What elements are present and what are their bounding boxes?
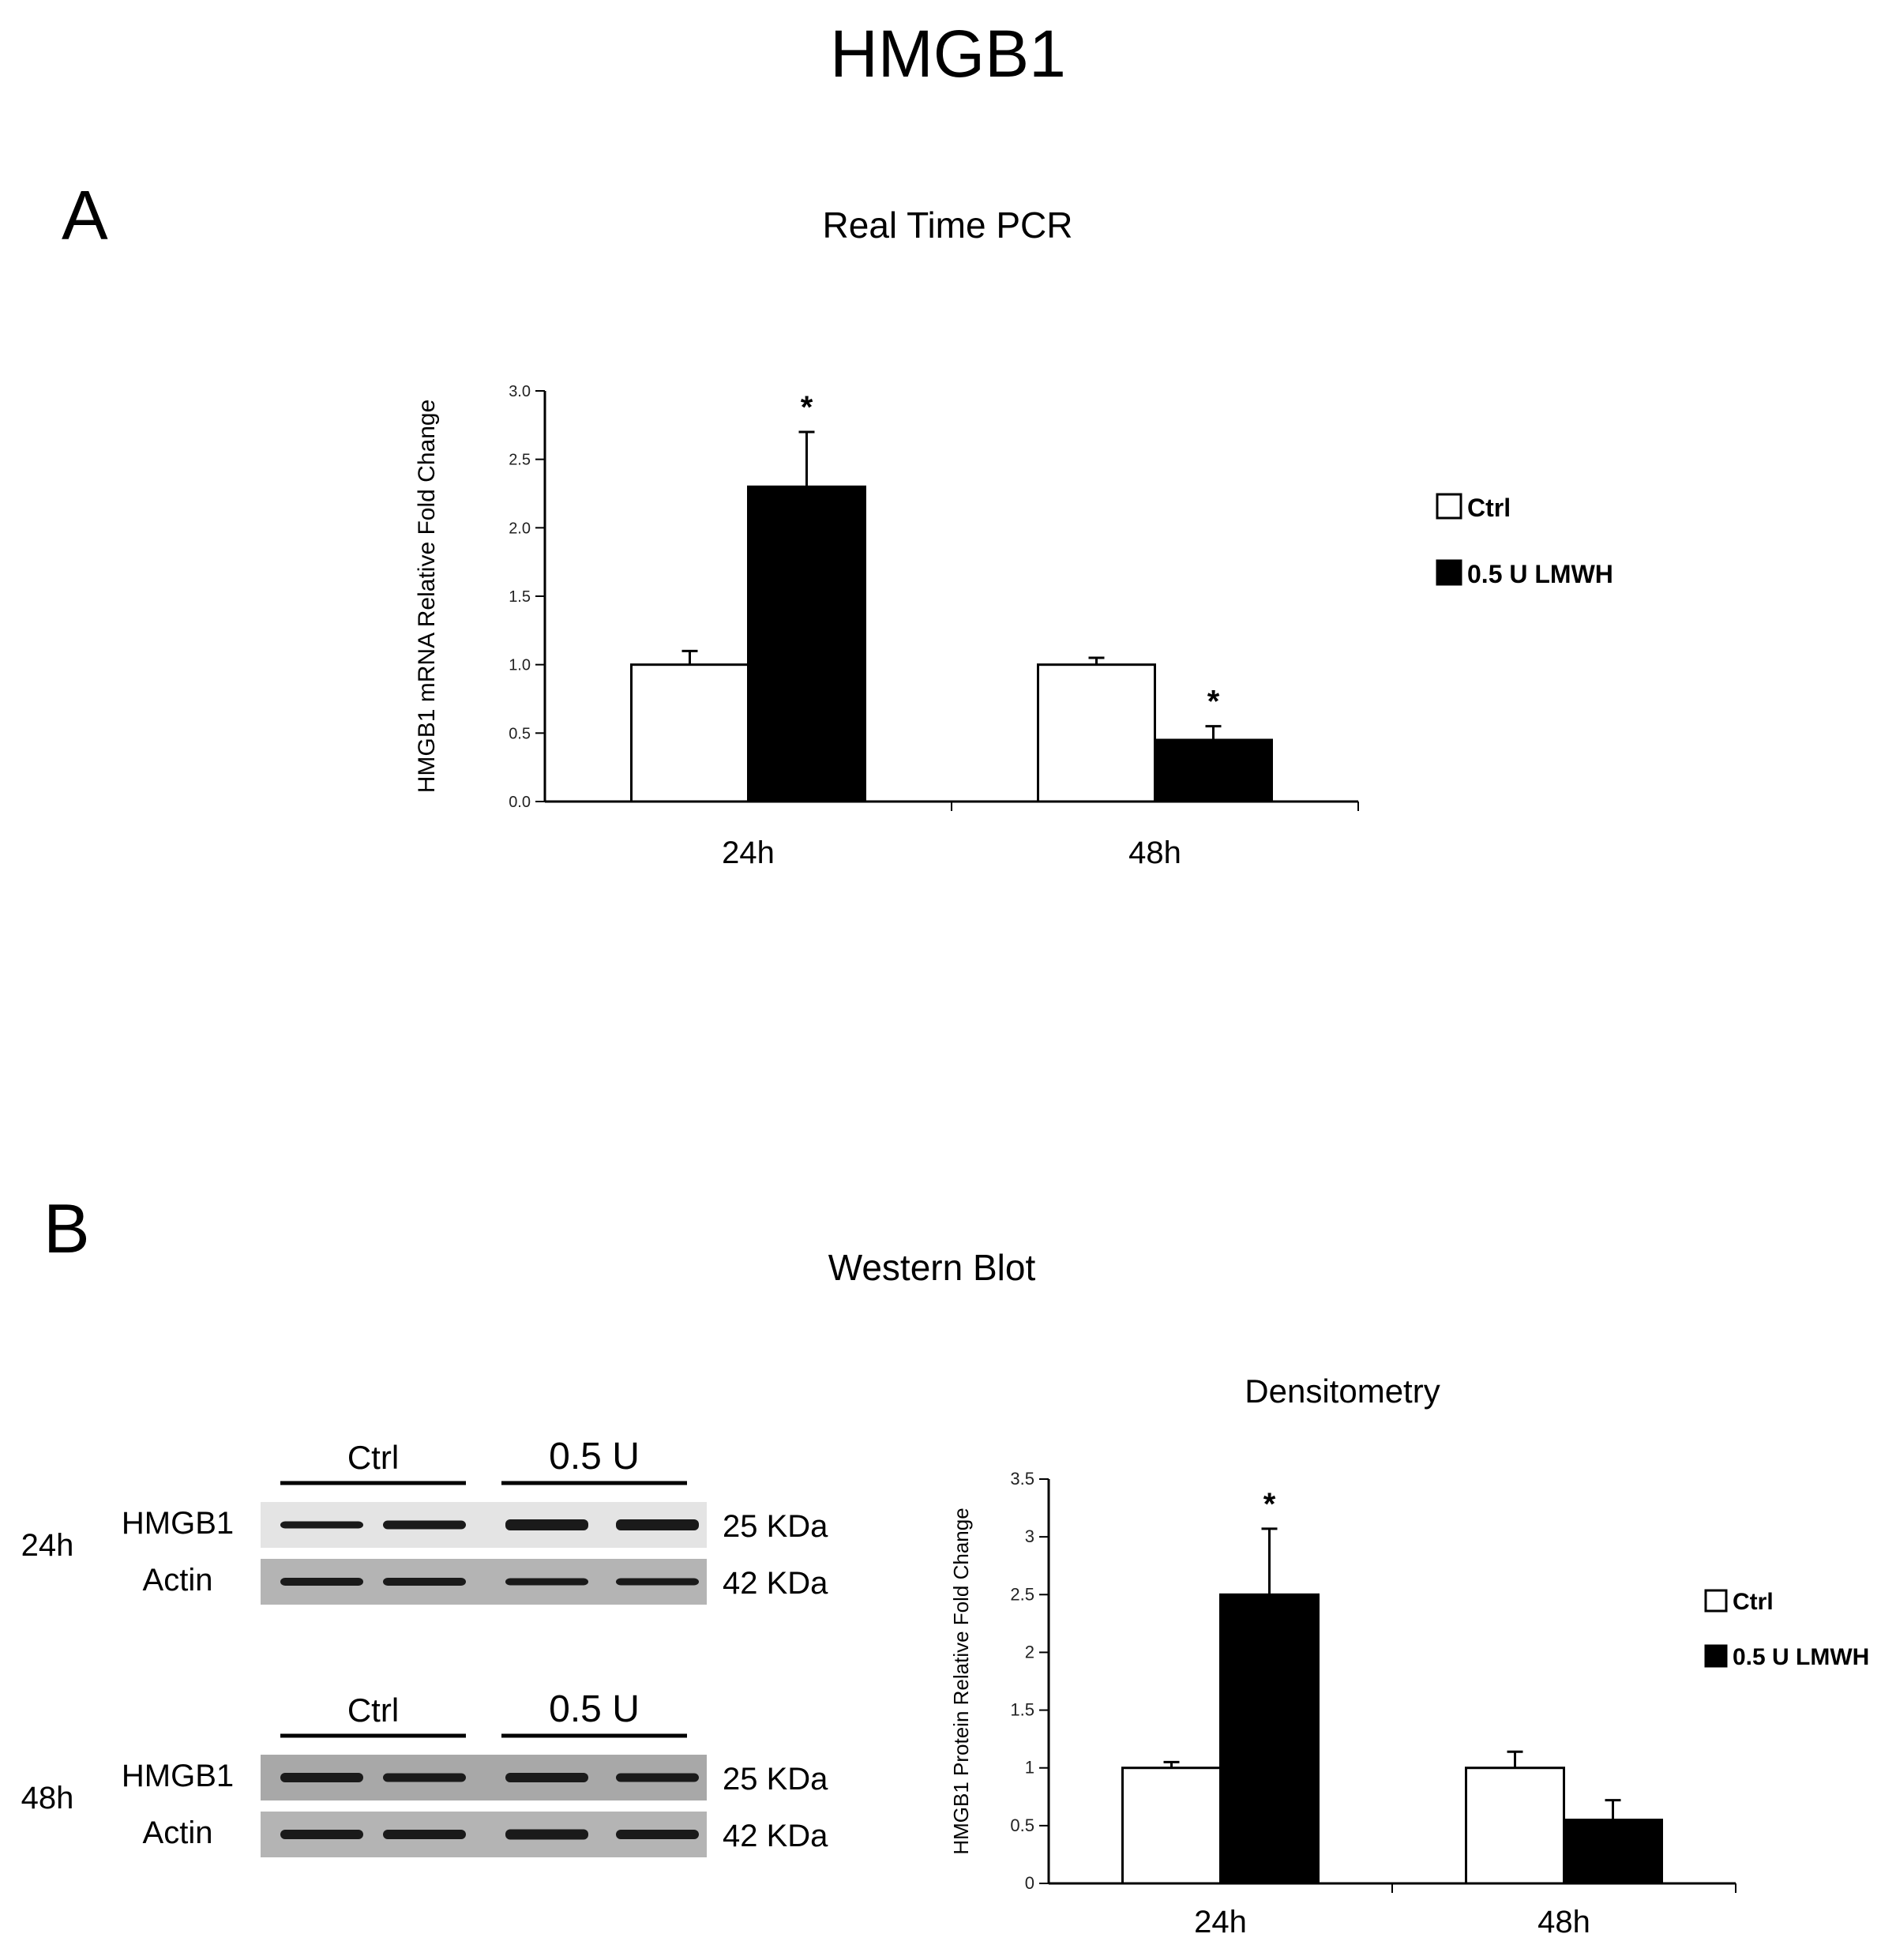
blot-protein-label: Actin — [143, 1563, 213, 1598]
blot-band — [505, 1519, 588, 1530]
bar-ctrl-24h — [630, 663, 749, 803]
blot-band — [505, 1578, 588, 1586]
legend-swatch-ctrl — [1704, 1589, 1728, 1613]
bar-ctrl-48h — [1465, 1767, 1565, 1885]
legend-swatch-treated — [1704, 1644, 1728, 1668]
y-tick-label: 1.5 — [1010, 1700, 1034, 1720]
blot-band — [383, 1520, 466, 1530]
y-axis-label: HMGB1 mRNA Relative Fold Change — [414, 400, 440, 794]
blot-time-label: 48h — [21, 1781, 74, 1815]
x-category-label: 24h — [1194, 1905, 1247, 1939]
bar-treated-24h — [1219, 1593, 1320, 1885]
y-tick-label: 2.5 — [509, 452, 531, 469]
y-tick-label: 2.0 — [509, 520, 531, 537]
densitometry-title: Densitometry — [1245, 1372, 1440, 1410]
blot-band — [616, 1578, 699, 1586]
panel-b-title: Western Blot — [828, 1247, 1036, 1288]
legend-label-ctrl: Ctrl — [1733, 1589, 1774, 1615]
panel-a-title: Real Time PCR — [822, 205, 1073, 246]
y-tick-label: 0.5 — [509, 725, 531, 742]
legend-label-treated: 0.5 U LMWH — [1467, 560, 1613, 588]
y-tick-label: 2.5 — [1010, 1584, 1034, 1604]
blot-band — [383, 1773, 466, 1782]
y-tick-label: 3.0 — [509, 383, 531, 400]
blot-size-label: 42 KDa — [723, 1566, 828, 1601]
legend-label-treated: 0.5 U LMWH — [1733, 1644, 1869, 1670]
bar-treated-48h — [1563, 1819, 1663, 1885]
y-tick-label: 0 — [1025, 1873, 1034, 1893]
legend-swatch-treated — [1436, 559, 1462, 586]
blot-protein-label: HMGB1 — [122, 1506, 234, 1541]
blot-group-label: Ctrl — [347, 1439, 399, 1476]
y-tick-label: 0.5 — [1010, 1815, 1034, 1835]
x-category-label: 48h — [1128, 835, 1181, 870]
y-tick-label: 3 — [1025, 1526, 1034, 1546]
legend-label-ctrl: Ctrl — [1467, 494, 1511, 522]
blot-protein-label: Actin — [143, 1815, 213, 1850]
bar-ctrl-48h — [1037, 663, 1156, 803]
y-tick-label: 2 — [1025, 1642, 1034, 1661]
pcr-bar-chart: 0.0 0.5 1.0 1.5 2.0 2.5 3.0 HMGB1 mRNA Relative… — [414, 383, 1613, 870]
blot-band — [616, 1830, 699, 1839]
y-tick-label: 1 — [1025, 1758, 1034, 1778]
densitometry-bar-chart: 0 0.5 1 1.5 2 2.5 3 3.5 HMGB1 Protein Relative F… — [949, 1469, 1869, 1939]
blot-group-label: Ctrl — [347, 1692, 399, 1729]
bar-treated-48h — [1154, 738, 1273, 803]
y-tick-label: 3.5 — [1010, 1469, 1034, 1489]
y-axis-label: HMGB1 Protein Relative Fold Change — [949, 1508, 973, 1854]
blot-size-label: 25 KDa — [723, 1762, 828, 1797]
x-category-label: 48h — [1537, 1905, 1590, 1939]
blot-band — [280, 1830, 363, 1839]
blot-group-label: 0.5 U — [549, 1688, 640, 1730]
y-tick-label: 0.0 — [509, 794, 531, 811]
panel-b-letter: B — [43, 1189, 90, 1267]
blot-band — [616, 1773, 699, 1782]
legend-swatch-ctrl — [1436, 493, 1462, 520]
blot-protein-label: HMGB1 — [122, 1759, 234, 1793]
blot-48h: 48h Ctrl 0.5 U HMGB1 25 KDa Actin 42 KDa — [21, 1688, 828, 1857]
western-blot-images: 24h Ctrl 0.5 U HMGB1 25 KDa Actin 42 KDa 48h Ctr… — [21, 1437, 828, 1857]
significance-star: * — [801, 390, 813, 425]
significance-star: * — [1263, 1487, 1276, 1522]
blot-band — [616, 1519, 699, 1530]
blot-size-label: 25 KDa — [723, 1509, 828, 1544]
x-category-label: 24h — [722, 835, 775, 870]
blot-band — [280, 1773, 363, 1782]
bar-ctrl-24h — [1121, 1767, 1222, 1885]
blot-band — [383, 1830, 466, 1839]
figure-title: HMGB1 — [830, 17, 1066, 91]
blot-band — [383, 1578, 466, 1586]
significance-star: * — [1207, 685, 1220, 719]
blot-band — [505, 1829, 588, 1840]
y-tick-label: 1.5 — [509, 588, 531, 606]
blot-band — [505, 1773, 588, 1782]
bar-treated-24h — [747, 485, 866, 803]
blot-24h: 24h Ctrl 0.5 U HMGB1 25 KDa Actin 42 KDa — [21, 1437, 828, 1605]
blot-group-label: 0.5 U — [549, 1437, 640, 1478]
blot-band — [280, 1578, 363, 1586]
y-tick-label: 1.0 — [509, 657, 531, 674]
blot-size-label: 42 KDa — [723, 1819, 828, 1853]
panel-a-letter: A — [62, 176, 108, 254]
blot-band — [280, 1521, 363, 1529]
blot-time-label: 24h — [21, 1528, 74, 1563]
